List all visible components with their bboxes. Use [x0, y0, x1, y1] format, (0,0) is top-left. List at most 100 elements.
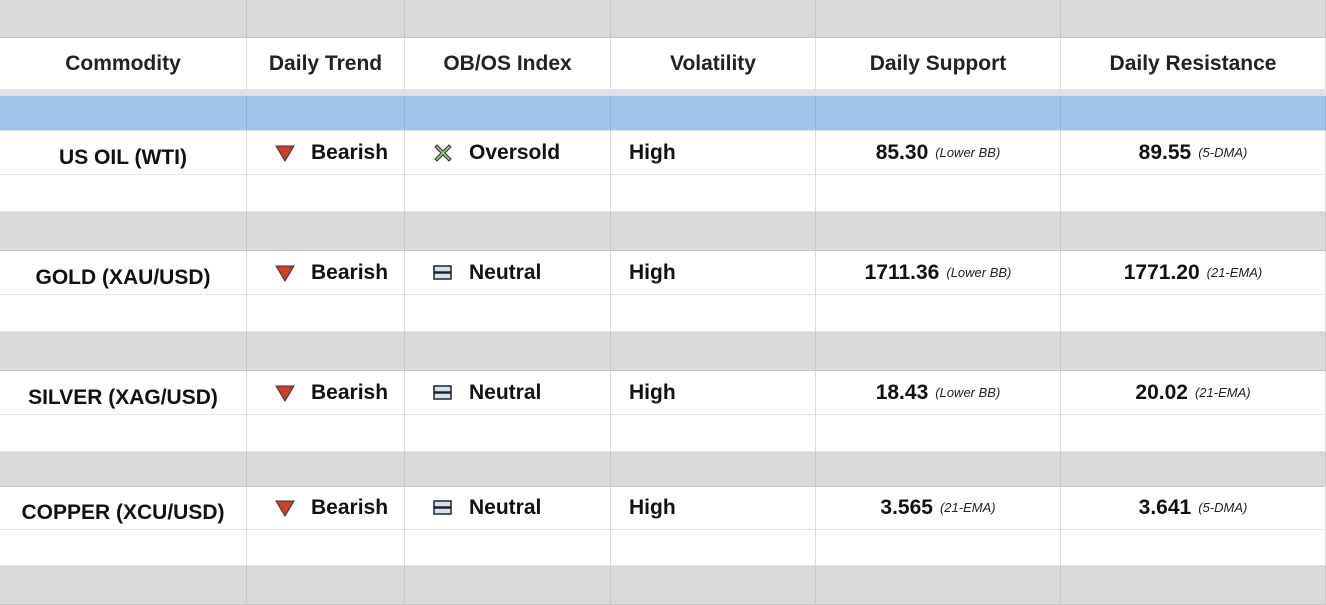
cell[interactable]: [0, 415, 247, 452]
cell[interactable]: [611, 96, 816, 131]
cell[interactable]: [405, 566, 611, 605]
cell[interactable]: [405, 96, 611, 131]
cell[interactable]: COPPER (XCU/USD): [0, 486, 247, 530]
cell[interactable]: Daily Resistance: [1061, 38, 1326, 90]
cell[interactable]: [405, 415, 611, 452]
cell[interactable]: [816, 0, 1061, 38]
cell[interactable]: [611, 415, 816, 452]
support-value: 85.30: [875, 140, 929, 164]
cell[interactable]: [816, 96, 1061, 131]
cell[interactable]: [816, 175, 1061, 212]
cell[interactable]: High: [611, 371, 816, 415]
cell[interactable]: High: [611, 131, 816, 175]
cell[interactable]: High: [611, 251, 816, 295]
cell[interactable]: [611, 175, 816, 212]
cell[interactable]: [0, 530, 247, 566]
support-note: (Lower BB): [935, 385, 1001, 400]
cell[interactable]: Neutral: [405, 371, 611, 415]
resistance-note: (5-DMA): [1198, 500, 1248, 515]
cell[interactable]: [0, 212, 247, 251]
cell[interactable]: 1711.36 (Lower BB): [816, 251, 1061, 295]
cell[interactable]: [816, 452, 1061, 487]
cell[interactable]: [247, 566, 405, 605]
cell[interactable]: Neutral: [405, 251, 611, 295]
cell[interactable]: Bearish: [247, 131, 405, 175]
cell[interactable]: [1061, 175, 1326, 212]
cell[interactable]: [405, 212, 611, 251]
cell[interactable]: [1061, 530, 1326, 566]
equals-icon: [433, 384, 453, 402]
column-header: OB/OS Index: [443, 51, 572, 75]
cell[interactable]: [0, 566, 247, 605]
cell[interactable]: Bearish: [247, 251, 405, 295]
cell[interactable]: 85.30 (Lower BB): [816, 131, 1061, 175]
cell[interactable]: [0, 452, 247, 487]
cell[interactable]: 20.02 (21-EMA): [1061, 371, 1326, 415]
cell[interactable]: [0, 175, 247, 212]
cell[interactable]: [0, 295, 247, 332]
cell[interactable]: [1061, 0, 1326, 38]
cell[interactable]: [405, 452, 611, 487]
cell[interactable]: [1061, 332, 1326, 371]
cell[interactable]: US OIL (WTI): [0, 131, 247, 175]
cell[interactable]: [611, 566, 816, 605]
cell[interactable]: GOLD (XAU/USD): [0, 251, 247, 295]
cell[interactable]: [816, 415, 1061, 452]
cell[interactable]: [0, 0, 247, 38]
cell[interactable]: [0, 332, 247, 371]
cell[interactable]: [611, 295, 816, 332]
cell[interactable]: [247, 212, 405, 251]
cell[interactable]: [816, 530, 1061, 566]
cell[interactable]: [611, 530, 816, 566]
cell[interactable]: Commodity: [0, 38, 247, 90]
cell[interactable]: [405, 175, 611, 212]
cell[interactable]: Bearish: [247, 486, 405, 530]
cell[interactable]: [816, 566, 1061, 605]
column-header: Daily Support: [869, 51, 1007, 75]
cell[interactable]: OB/OS Index: [405, 38, 611, 90]
cell[interactable]: High: [611, 486, 816, 530]
cell[interactable]: [816, 332, 1061, 371]
support-note: (Lower BB): [935, 145, 1001, 160]
cell[interactable]: [247, 530, 405, 566]
cell[interactable]: [1061, 415, 1326, 452]
frozen-divider[interactable]: [0, 90, 1326, 96]
cell[interactable]: [247, 0, 405, 38]
cell[interactable]: [611, 332, 816, 371]
cell[interactable]: [1061, 96, 1326, 131]
blank-row: [0, 175, 1326, 212]
cell[interactable]: [247, 415, 405, 452]
cell[interactable]: [405, 332, 611, 371]
cell[interactable]: [247, 332, 405, 371]
cell[interactable]: 1771.20 (21-EMA): [1061, 251, 1326, 295]
cell[interactable]: [247, 175, 405, 212]
cell[interactable]: [1061, 452, 1326, 487]
cell[interactable]: [816, 212, 1061, 251]
cell[interactable]: SILVER (XAG/USD): [0, 371, 247, 415]
cell[interactable]: [0, 96, 247, 131]
cell[interactable]: 3.641 (5-DMA): [1061, 486, 1326, 530]
cell[interactable]: [247, 295, 405, 332]
cell[interactable]: 89.55 (5-DMA): [1061, 131, 1326, 175]
support-value: 18.43: [875, 380, 929, 404]
cell[interactable]: Volatility: [611, 38, 816, 90]
cell[interactable]: [611, 212, 816, 251]
cell[interactable]: [247, 452, 405, 487]
cell[interactable]: [1061, 212, 1326, 251]
cell[interactable]: [611, 452, 816, 487]
cell[interactable]: [247, 96, 405, 131]
cell[interactable]: 18.43 (Lower BB): [816, 371, 1061, 415]
cell[interactable]: [405, 0, 611, 38]
cell[interactable]: Daily Trend: [247, 38, 405, 90]
cell[interactable]: Neutral: [405, 486, 611, 530]
cell[interactable]: 3.565 (21-EMA): [816, 486, 1061, 530]
cell[interactable]: Bearish: [247, 371, 405, 415]
cell[interactable]: [405, 295, 611, 332]
cell[interactable]: [1061, 295, 1326, 332]
cell[interactable]: [1061, 566, 1326, 605]
cell[interactable]: Daily Support: [816, 38, 1061, 90]
cell[interactable]: [611, 0, 816, 38]
cell[interactable]: [405, 530, 611, 566]
cell[interactable]: Oversold: [405, 131, 611, 175]
cell[interactable]: [816, 295, 1061, 332]
